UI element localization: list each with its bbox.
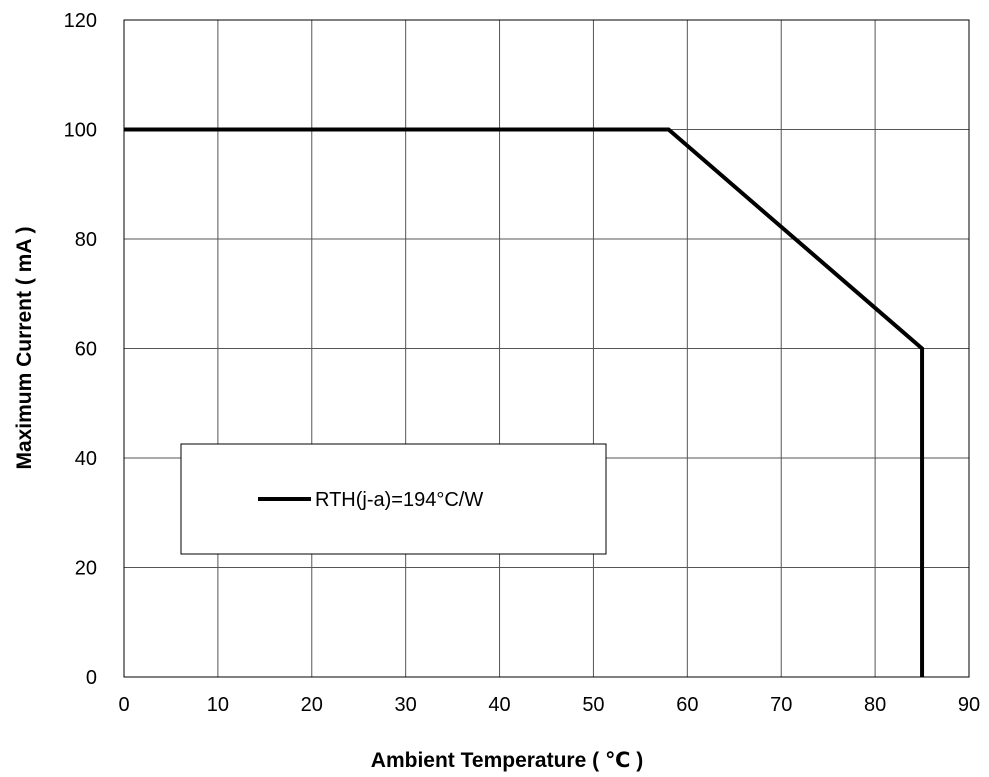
y-axis-title: Maximum Current ( mA ): [13, 226, 36, 469]
legend: RTH(j-a)=194°C/W: [180, 443, 607, 555]
x-tick-label: 70: [770, 694, 792, 716]
y-tick-label: 20: [75, 558, 97, 580]
y-tick-label: 120: [64, 10, 97, 32]
x-tick-label: 80: [864, 694, 886, 716]
x-tick-label: 20: [301, 694, 323, 716]
series-line: [124, 127, 925, 677]
x-axis-title: Ambient Temperature ( ℃ ): [371, 749, 643, 772]
series-layer: [124, 127, 925, 677]
y-tick-label: 100: [64, 120, 97, 142]
legend-label: RTH(j-a)=194°C/W: [315, 489, 483, 511]
legend-box: [180, 443, 607, 555]
x-tick-label: 40: [488, 694, 510, 716]
y-tick-label: 60: [75, 339, 97, 361]
x-axis-ticks: 0 10 20 30 40 50 60 70 80 90: [118, 694, 980, 716]
x-tick-label: 30: [395, 694, 417, 716]
y-tick-label: 80: [75, 229, 97, 251]
x-tick-label: 0: [118, 694, 129, 716]
x-tick-label: 90: [958, 694, 980, 716]
x-tick-label: 50: [582, 694, 604, 716]
grid-lines: [123, 19, 970, 678]
x-tick-label: 60: [676, 694, 698, 716]
x-tick-label: 10: [207, 694, 229, 716]
y-tick-label: 40: [75, 448, 97, 470]
plot-area: [123, 19, 970, 678]
y-axis-ticks: 0 20 40 60 80 100 120: [64, 10, 97, 689]
y-tick-label: 0: [86, 667, 97, 689]
